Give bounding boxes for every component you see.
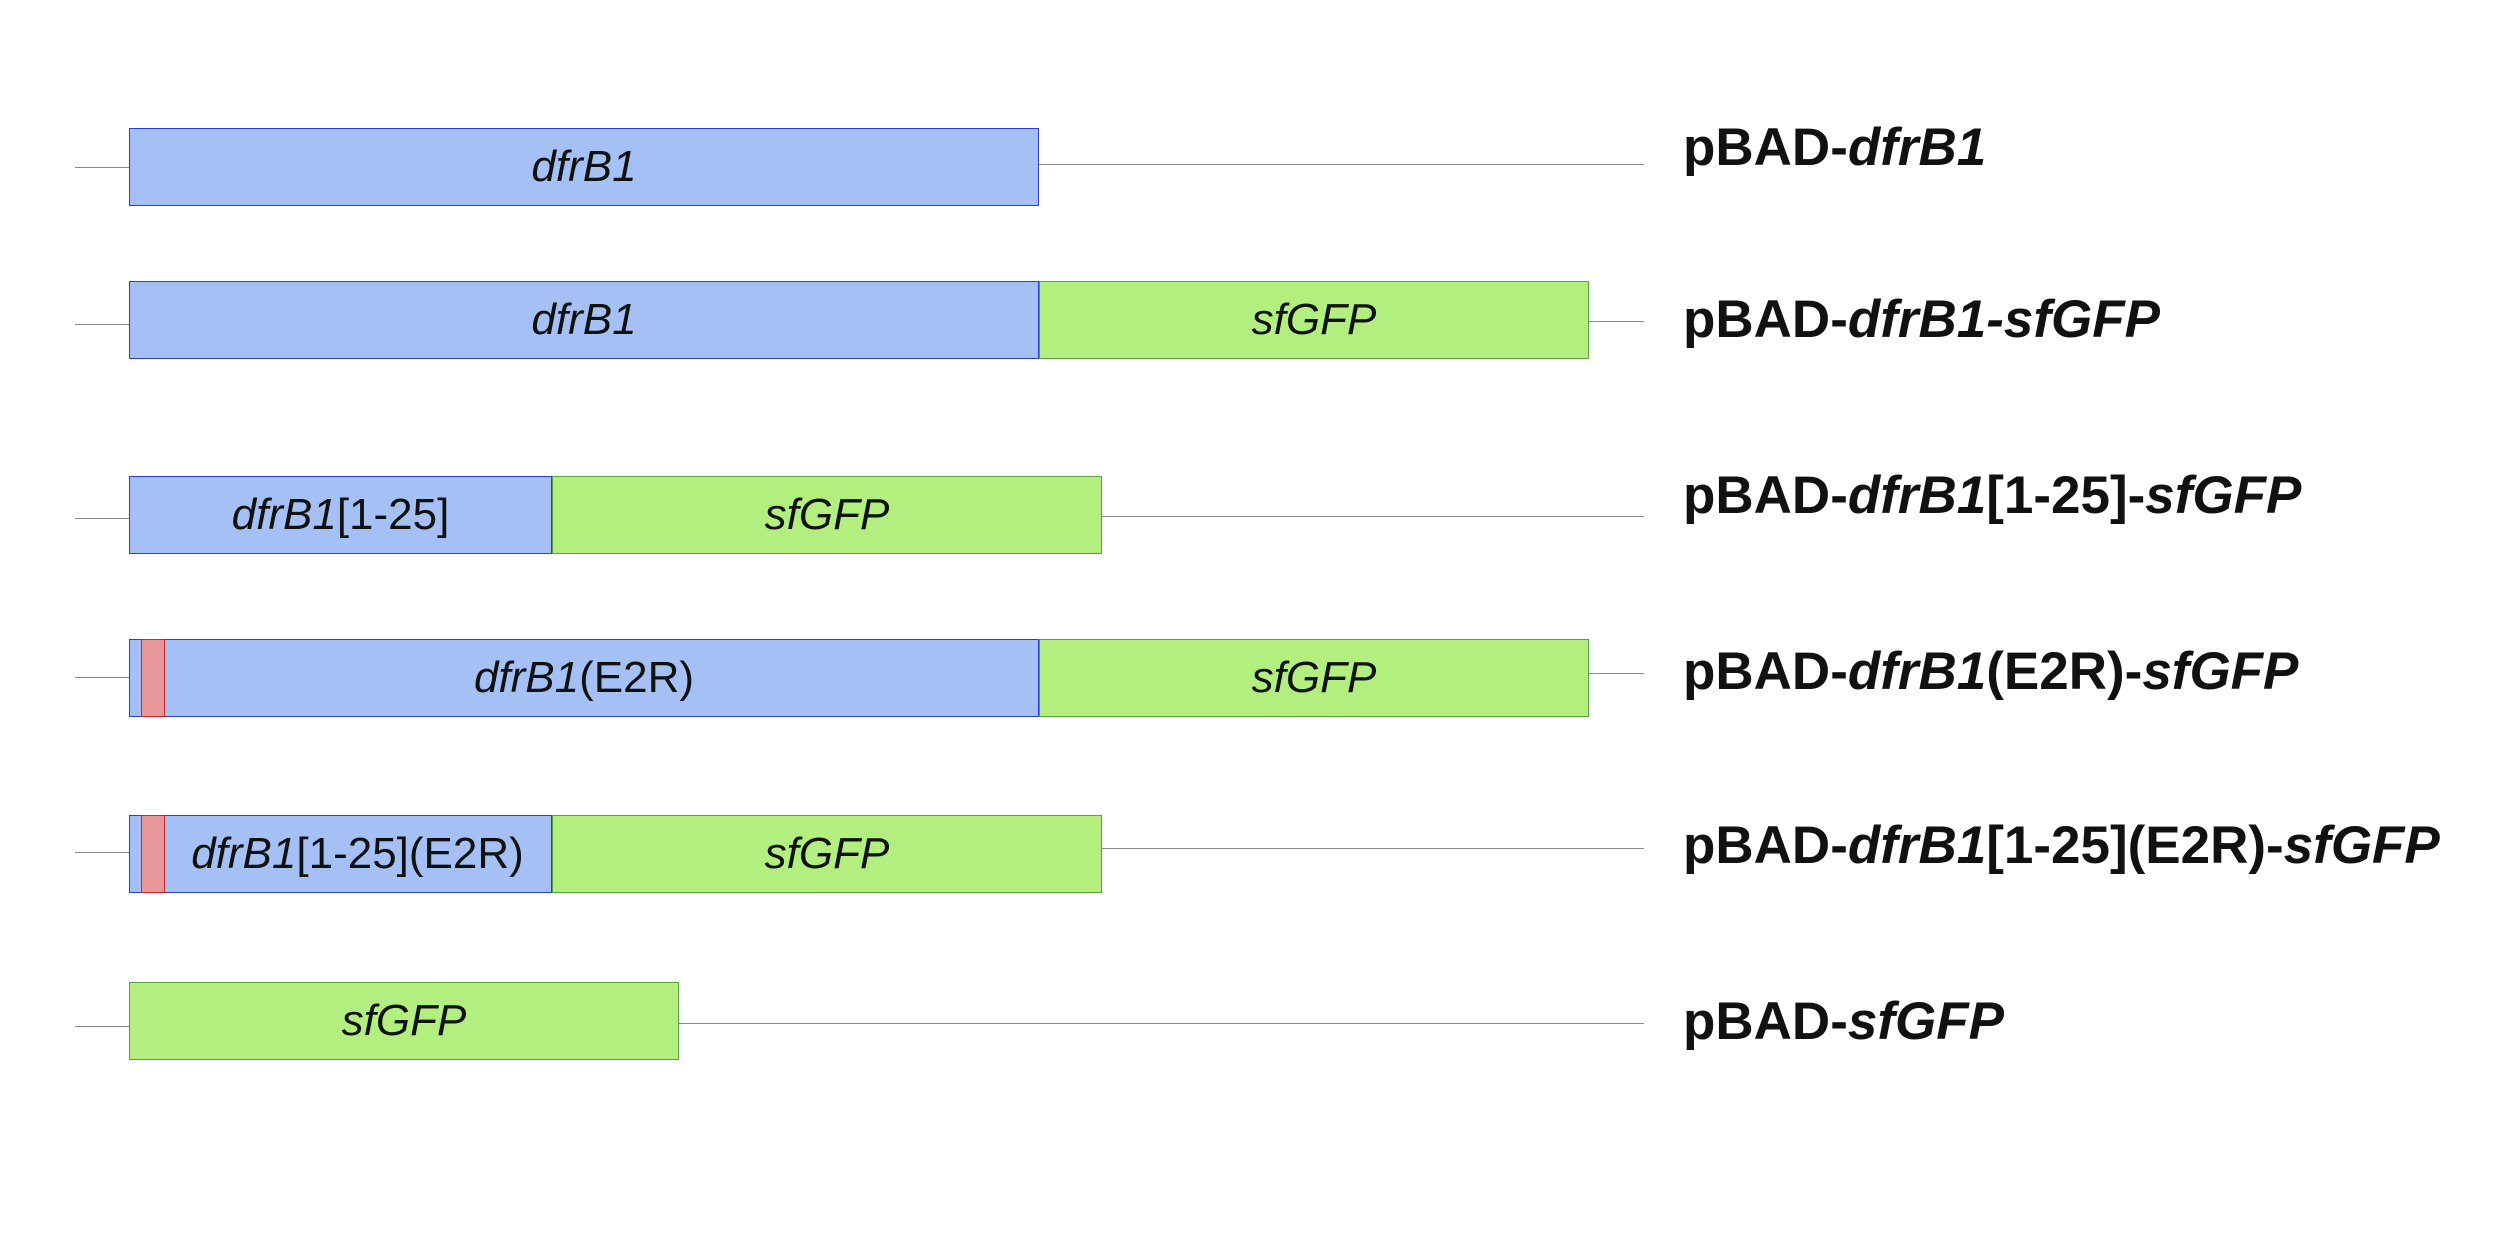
segment-label: dfrB1 — [531, 295, 637, 344]
segment-label: dfrB1 — [531, 142, 637, 191]
construct-row: dfrB1[1-25](E2R) sfGFP — [0, 815, 2500, 893]
backbone-line — [75, 518, 129, 519]
construct-row: sfGFP — [0, 982, 2500, 1060]
dfrb1-segment: dfrB1(E2R) — [129, 639, 1039, 717]
segment-label: sfGFP — [764, 829, 890, 878]
backbone-line — [679, 1023, 1644, 1024]
dfrb1-segment: dfrB1 — [129, 128, 1039, 206]
dfrb1-segment: dfrB1[1-25](E2R) — [129, 815, 552, 893]
segment-label: sfGFP — [1251, 295, 1377, 344]
backbone-line — [75, 677, 129, 678]
segment-label: sfGFP — [764, 490, 890, 539]
backbone-line — [75, 852, 129, 853]
backbone-line — [75, 324, 129, 325]
construct-name: pBAD-dfrB1[1-25](E2R)-sfGFP — [1683, 816, 2440, 875]
e2r-mutation-marker — [141, 815, 165, 893]
construct-row: dfrB1(E2R) sfGFP — [0, 639, 2500, 717]
dfrb1-segment: dfrB1 — [129, 281, 1039, 359]
sfgfp-segment: sfGFP — [129, 982, 679, 1060]
sfgfp-segment: sfGFP — [1039, 639, 1589, 717]
construct-row: dfrB1[1-25] sfGFP — [0, 476, 2500, 554]
segment-label: dfrB1(E2R) — [473, 653, 695, 702]
construct-name: pBAD-dfrB1 — [1683, 118, 1987, 177]
construct-name: pBAD-dfrB1(E2R)-sfGFP — [1683, 642, 2299, 701]
backbone-line — [75, 167, 129, 168]
segment-label: dfrB1[1-25] — [231, 490, 450, 539]
backbone-line — [1102, 516, 1644, 517]
e2r-mutation-marker — [141, 639, 165, 717]
sfgfp-segment: sfGFP — [552, 476, 1102, 554]
construct-name: pBAD-sfGFP — [1683, 992, 2004, 1051]
segment-label: sfGFP — [1251, 653, 1377, 702]
backbone-line — [1102, 848, 1644, 849]
segment-label: sfGFP — [341, 996, 467, 1045]
sfgfp-segment: sfGFP — [1039, 281, 1589, 359]
dfrb1-segment: dfrB1[1-25] — [129, 476, 552, 554]
backbone-line — [1589, 321, 1644, 322]
sfgfp-segment: sfGFP — [552, 815, 1102, 893]
backbone-line — [75, 1026, 129, 1027]
construct-row: dfrB1 — [0, 128, 2500, 206]
construct-name: pBAD-dfrB1[1-25]-sfGFP — [1683, 466, 2302, 525]
segment-label: dfrB1[1-25](E2R) — [191, 829, 524, 878]
backbone-line — [1589, 673, 1644, 674]
construct-row: dfrB1 sfGFP — [0, 281, 2500, 359]
construct-name: pBAD-dfrB1-sfGFP — [1683, 290, 2160, 349]
backbone-line — [1039, 164, 1644, 165]
